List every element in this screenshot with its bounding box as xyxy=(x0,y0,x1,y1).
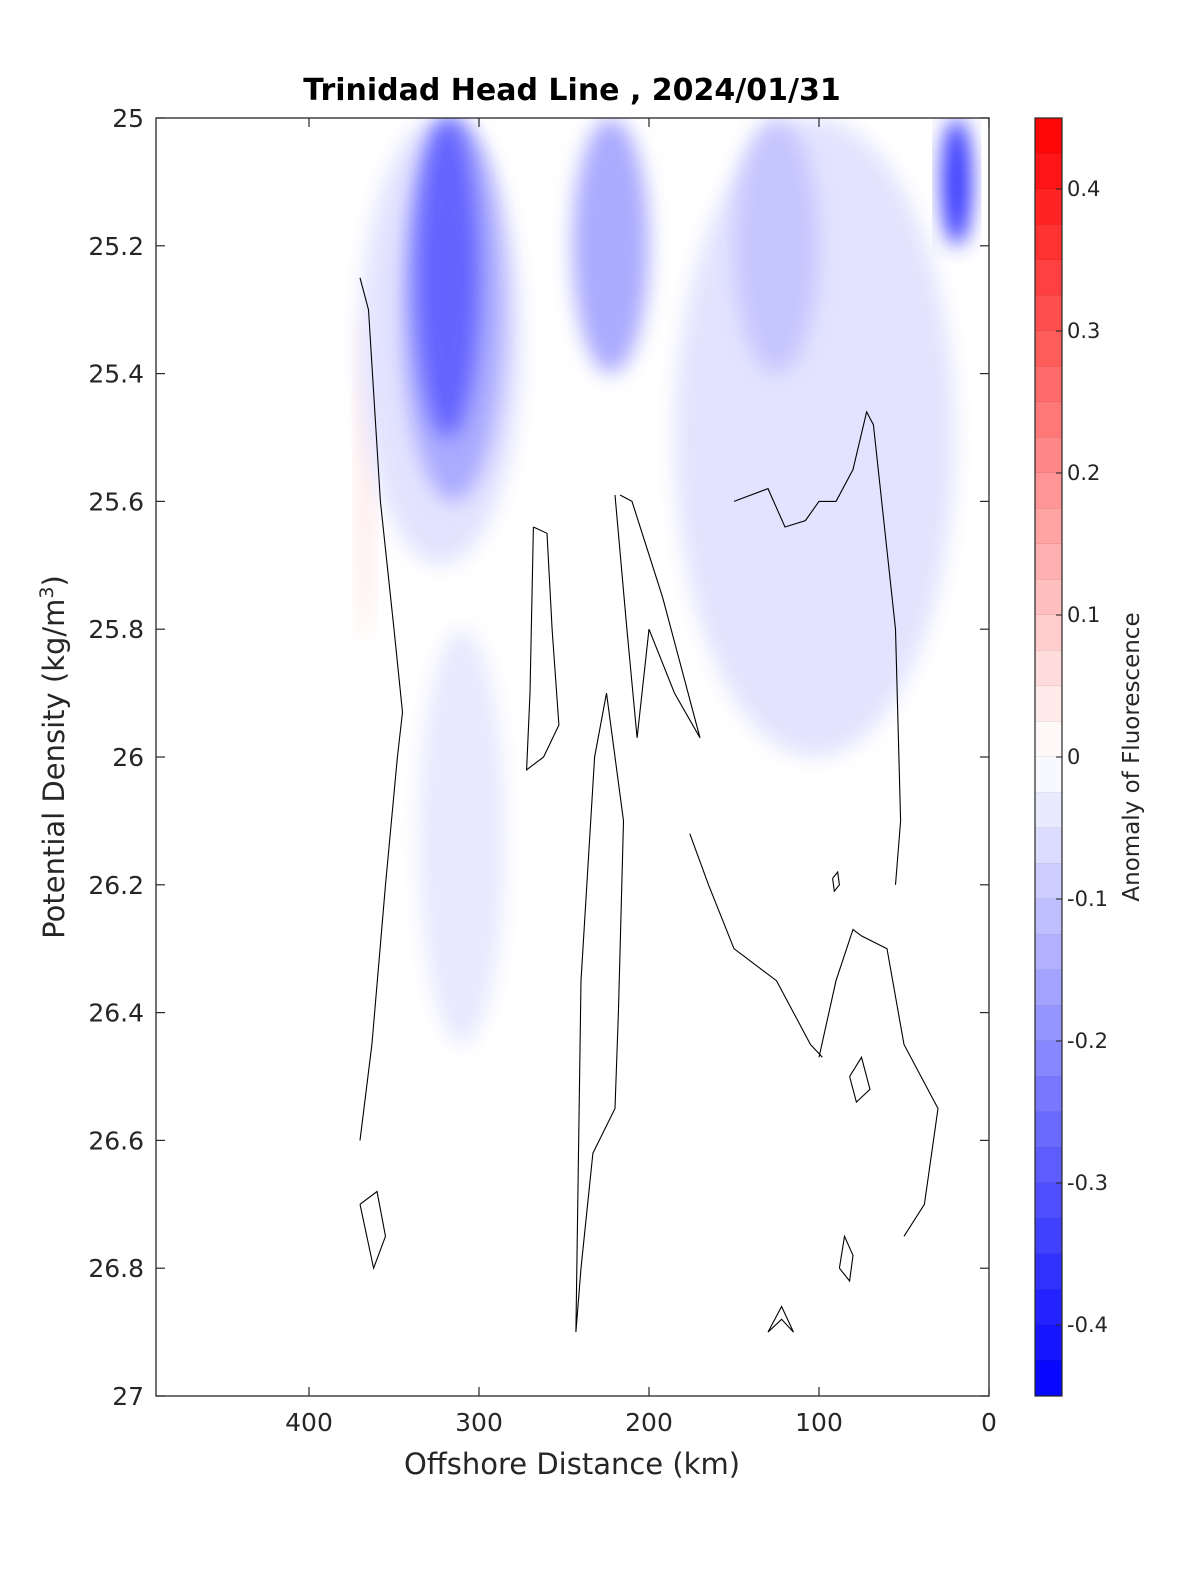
colorbar-tick-label: -0.2 xyxy=(1067,1029,1108,1053)
colorbar-band xyxy=(1035,295,1062,332)
colorbar-label: Anomaly of Fluorescence xyxy=(1119,612,1145,901)
y-axis-ticks: 25 25.2 25.4 25.6 25.8 26 26.2 26.4 26.6 26.8 27 xyxy=(88,104,989,1411)
x-tick-label: 200 xyxy=(625,1408,673,1437)
colorbar-band xyxy=(1035,1183,1062,1219)
colorbar-band xyxy=(1035,331,1062,367)
zero-contour-line xyxy=(525,526,560,771)
anomaly-region xyxy=(572,118,649,374)
colorbar: 0.4 0.3 0.2 0.1 0 -0.1 -0.2 -0.3 -0.4 Anomaly of… xyxy=(1034,117,1145,1397)
colorbar-band xyxy=(1035,153,1062,190)
zero-contour-line xyxy=(733,410,902,885)
colorbar-band xyxy=(1035,721,1062,758)
colorbar-band xyxy=(1035,1147,1062,1184)
zero-contour-line xyxy=(689,833,823,1058)
colorbar-band xyxy=(1035,899,1062,935)
zero-contour-line xyxy=(575,692,625,1333)
x-axis-label: Offshore Distance (km) xyxy=(404,1447,740,1481)
colorbar-tick-label: 0.1 xyxy=(1067,603,1100,627)
y-tick-label: 26.6 xyxy=(88,1126,144,1155)
colorbar-band xyxy=(1035,1112,1062,1148)
zero-contour-line xyxy=(849,1055,871,1104)
y-tick-label: 26.4 xyxy=(88,999,144,1028)
colorbar-band xyxy=(1035,863,1062,900)
zero-contour-line xyxy=(767,1305,794,1333)
x-tick-label: 300 xyxy=(455,1408,503,1437)
x-axis-ticks: 400 300 200 100 0 xyxy=(285,118,997,1437)
colorbar-band xyxy=(1035,1325,1062,1361)
colorbar-tick-label: 0 xyxy=(1067,745,1080,769)
colorbar-tick-label: -0.1 xyxy=(1067,887,1108,911)
anomaly-region xyxy=(734,118,819,374)
y-tick-label: 25.2 xyxy=(88,232,144,261)
colorbar-band xyxy=(1035,224,1062,261)
colorbar-band xyxy=(1035,1360,1062,1397)
colorbar-tick-label: -0.4 xyxy=(1067,1313,1108,1337)
colorbar-ticks: 0.4 0.3 0.2 0.1 0 -0.1 -0.2 -0.3 -0.4 xyxy=(1056,177,1108,1337)
colorbar-band xyxy=(1035,508,1062,545)
colorbar-bands xyxy=(1035,118,1062,1397)
colorbar-tick-label: 0.2 xyxy=(1067,461,1100,485)
colorbar-band xyxy=(1035,615,1062,651)
colorbar-band xyxy=(1035,1076,1062,1113)
anomaly-field xyxy=(356,118,972,1045)
y-tick-label: 27 xyxy=(112,1382,144,1411)
colorbar-band xyxy=(1035,686,1062,722)
colorbar-band xyxy=(1035,402,1062,438)
colorbar-band xyxy=(1035,437,1062,474)
colorbar-tick-label: -0.3 xyxy=(1067,1171,1108,1195)
y-axis-label-superscript: 3 xyxy=(36,586,58,598)
colorbar-band xyxy=(1035,1041,1062,1077)
zero-contour-line xyxy=(818,928,939,1237)
anomaly-region xyxy=(416,118,479,438)
colorbar-tick-label: 0.3 xyxy=(1067,319,1100,343)
anomaly-region xyxy=(941,118,972,246)
colorbar-band xyxy=(1035,189,1062,225)
colorbar-band xyxy=(1035,1254,1062,1290)
colorbar-band xyxy=(1035,260,1062,296)
y-tick-label: 26.2 xyxy=(88,871,144,900)
x-tick-label: 100 xyxy=(795,1408,843,1437)
x-tick-label: 400 xyxy=(285,1408,333,1437)
y-tick-label: 25.6 xyxy=(88,487,144,516)
zero-contours xyxy=(359,277,939,1333)
colorbar-band xyxy=(1035,792,1062,829)
y-tick-label: 26 xyxy=(112,743,144,772)
plot-area: 400 300 200 100 0 25 25.2 25.4 25.6 25.8 26 26.2 26… xyxy=(88,104,997,1437)
zero-contour-line xyxy=(838,1234,854,1283)
anomaly-region xyxy=(419,629,505,1045)
colorbar-band xyxy=(1035,366,1062,403)
y-axis-label-suffix: ) xyxy=(37,575,71,586)
chart-title: Trinidad Head Line , 2024/01/31 xyxy=(303,73,840,108)
colorbar-band xyxy=(1035,970,1062,1006)
y-axis-label: Potential Density (kg/m3) xyxy=(36,575,71,939)
zero-contour-line xyxy=(614,494,701,739)
colorbar-band xyxy=(1035,934,1062,971)
colorbar-band xyxy=(1035,1218,1062,1255)
colorbar-band xyxy=(1035,1005,1062,1042)
colorbar-band xyxy=(1035,544,1062,580)
x-tick-label: 0 xyxy=(981,1408,997,1437)
colorbar-band xyxy=(1035,579,1062,616)
colorbar-band xyxy=(1035,1289,1062,1326)
zero-contour-line xyxy=(359,277,404,1141)
colorbar-tick-label: 0.4 xyxy=(1067,177,1100,201)
zero-contour-line xyxy=(832,870,840,893)
y-tick-label: 25.4 xyxy=(88,360,144,389)
colorbar-band xyxy=(1035,757,1062,793)
colorbar-band xyxy=(1035,473,1062,509)
colorbar-band xyxy=(1035,828,1062,864)
y-tick-label: 25 xyxy=(112,104,144,133)
zero-contour-line xyxy=(359,1190,387,1271)
y-tick-label: 26.8 xyxy=(88,1254,144,1283)
colorbar-band xyxy=(1035,650,1062,687)
y-axis-label-text: Potential Density (kg/m xyxy=(37,599,71,939)
colorbar-band xyxy=(1035,118,1062,154)
y-tick-label: 25.8 xyxy=(88,615,144,644)
